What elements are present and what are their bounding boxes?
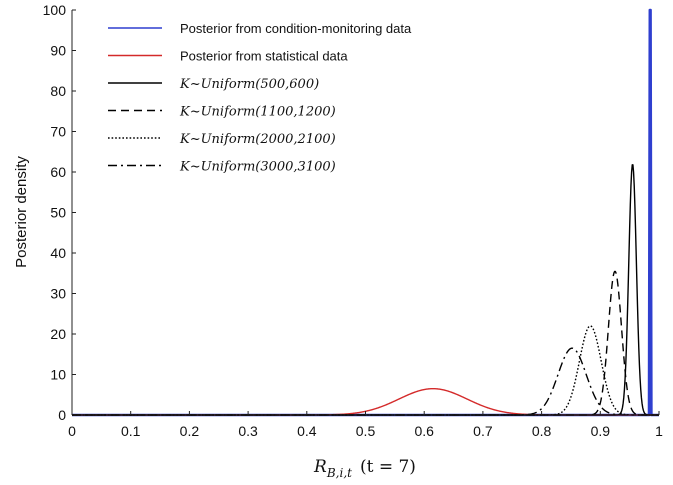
y-tick-label: 50	[50, 205, 66, 221]
y-tick-label: 70	[50, 124, 66, 140]
y-tick-label: 20	[50, 326, 66, 342]
x-axis-title-sub: B,i,t	[326, 466, 352, 480]
y-tick-label: 100	[43, 2, 67, 18]
y-tick-layer: 0 10 20 30 40 50 60 70 80 90 100	[43, 2, 76, 423]
legend: Posterior from condition-monitoring data…	[108, 21, 412, 175]
x-tick-label: 0.8	[532, 423, 552, 439]
legend-label-2: Posterior from statistical data	[180, 49, 348, 64]
x-axis-title: RB,i,t (t = 7)	[313, 457, 416, 480]
x-tick-layer: 0 0.1 0.2 0.3 0.4 0.5 0.6 0.7 0.8 0.9 1	[68, 411, 663, 439]
y-tick-label: 30	[50, 286, 66, 302]
x-tick-label: 0.6	[414, 423, 434, 439]
x-tick-label: 0.1	[121, 423, 141, 439]
legend-label-1: Posterior from condition-monitoring data	[180, 21, 412, 36]
x-tick-label: 0.5	[356, 423, 376, 439]
y-tick-label: 80	[50, 83, 66, 99]
y-tick-label: 60	[50, 164, 66, 180]
x-tick-label: 0	[68, 423, 76, 439]
legend-label-5: K~Uniform(2000,2100)	[179, 132, 336, 147]
y-tick-label: 0	[58, 407, 66, 423]
x-tick-label: 0.3	[238, 423, 258, 439]
x-tick-label: 0.9	[591, 423, 611, 439]
legend-label-6: K~Uniform(3000,3100)	[179, 160, 336, 175]
x-tick-label: 0.7	[473, 423, 493, 439]
y-tick-label: 40	[50, 245, 66, 261]
x-tick-label: 0.2	[180, 423, 200, 439]
y-tick-label: 90	[50, 43, 66, 59]
x-axis-title-main: R	[313, 457, 327, 477]
legend-label-4: K~Uniform(1100,1200)	[179, 105, 336, 120]
x-tick-label: 0.4	[297, 423, 317, 439]
x-axis-title-suffix: (t = 7)	[360, 457, 416, 477]
legend-label-3: K~Uniform(500,600)	[179, 77, 319, 92]
x-tick-label: 1	[655, 423, 663, 439]
y-axis-title: Posterior density	[13, 156, 30, 268]
plot-area	[72, 10, 659, 415]
y-tick-label: 10	[50, 367, 66, 383]
